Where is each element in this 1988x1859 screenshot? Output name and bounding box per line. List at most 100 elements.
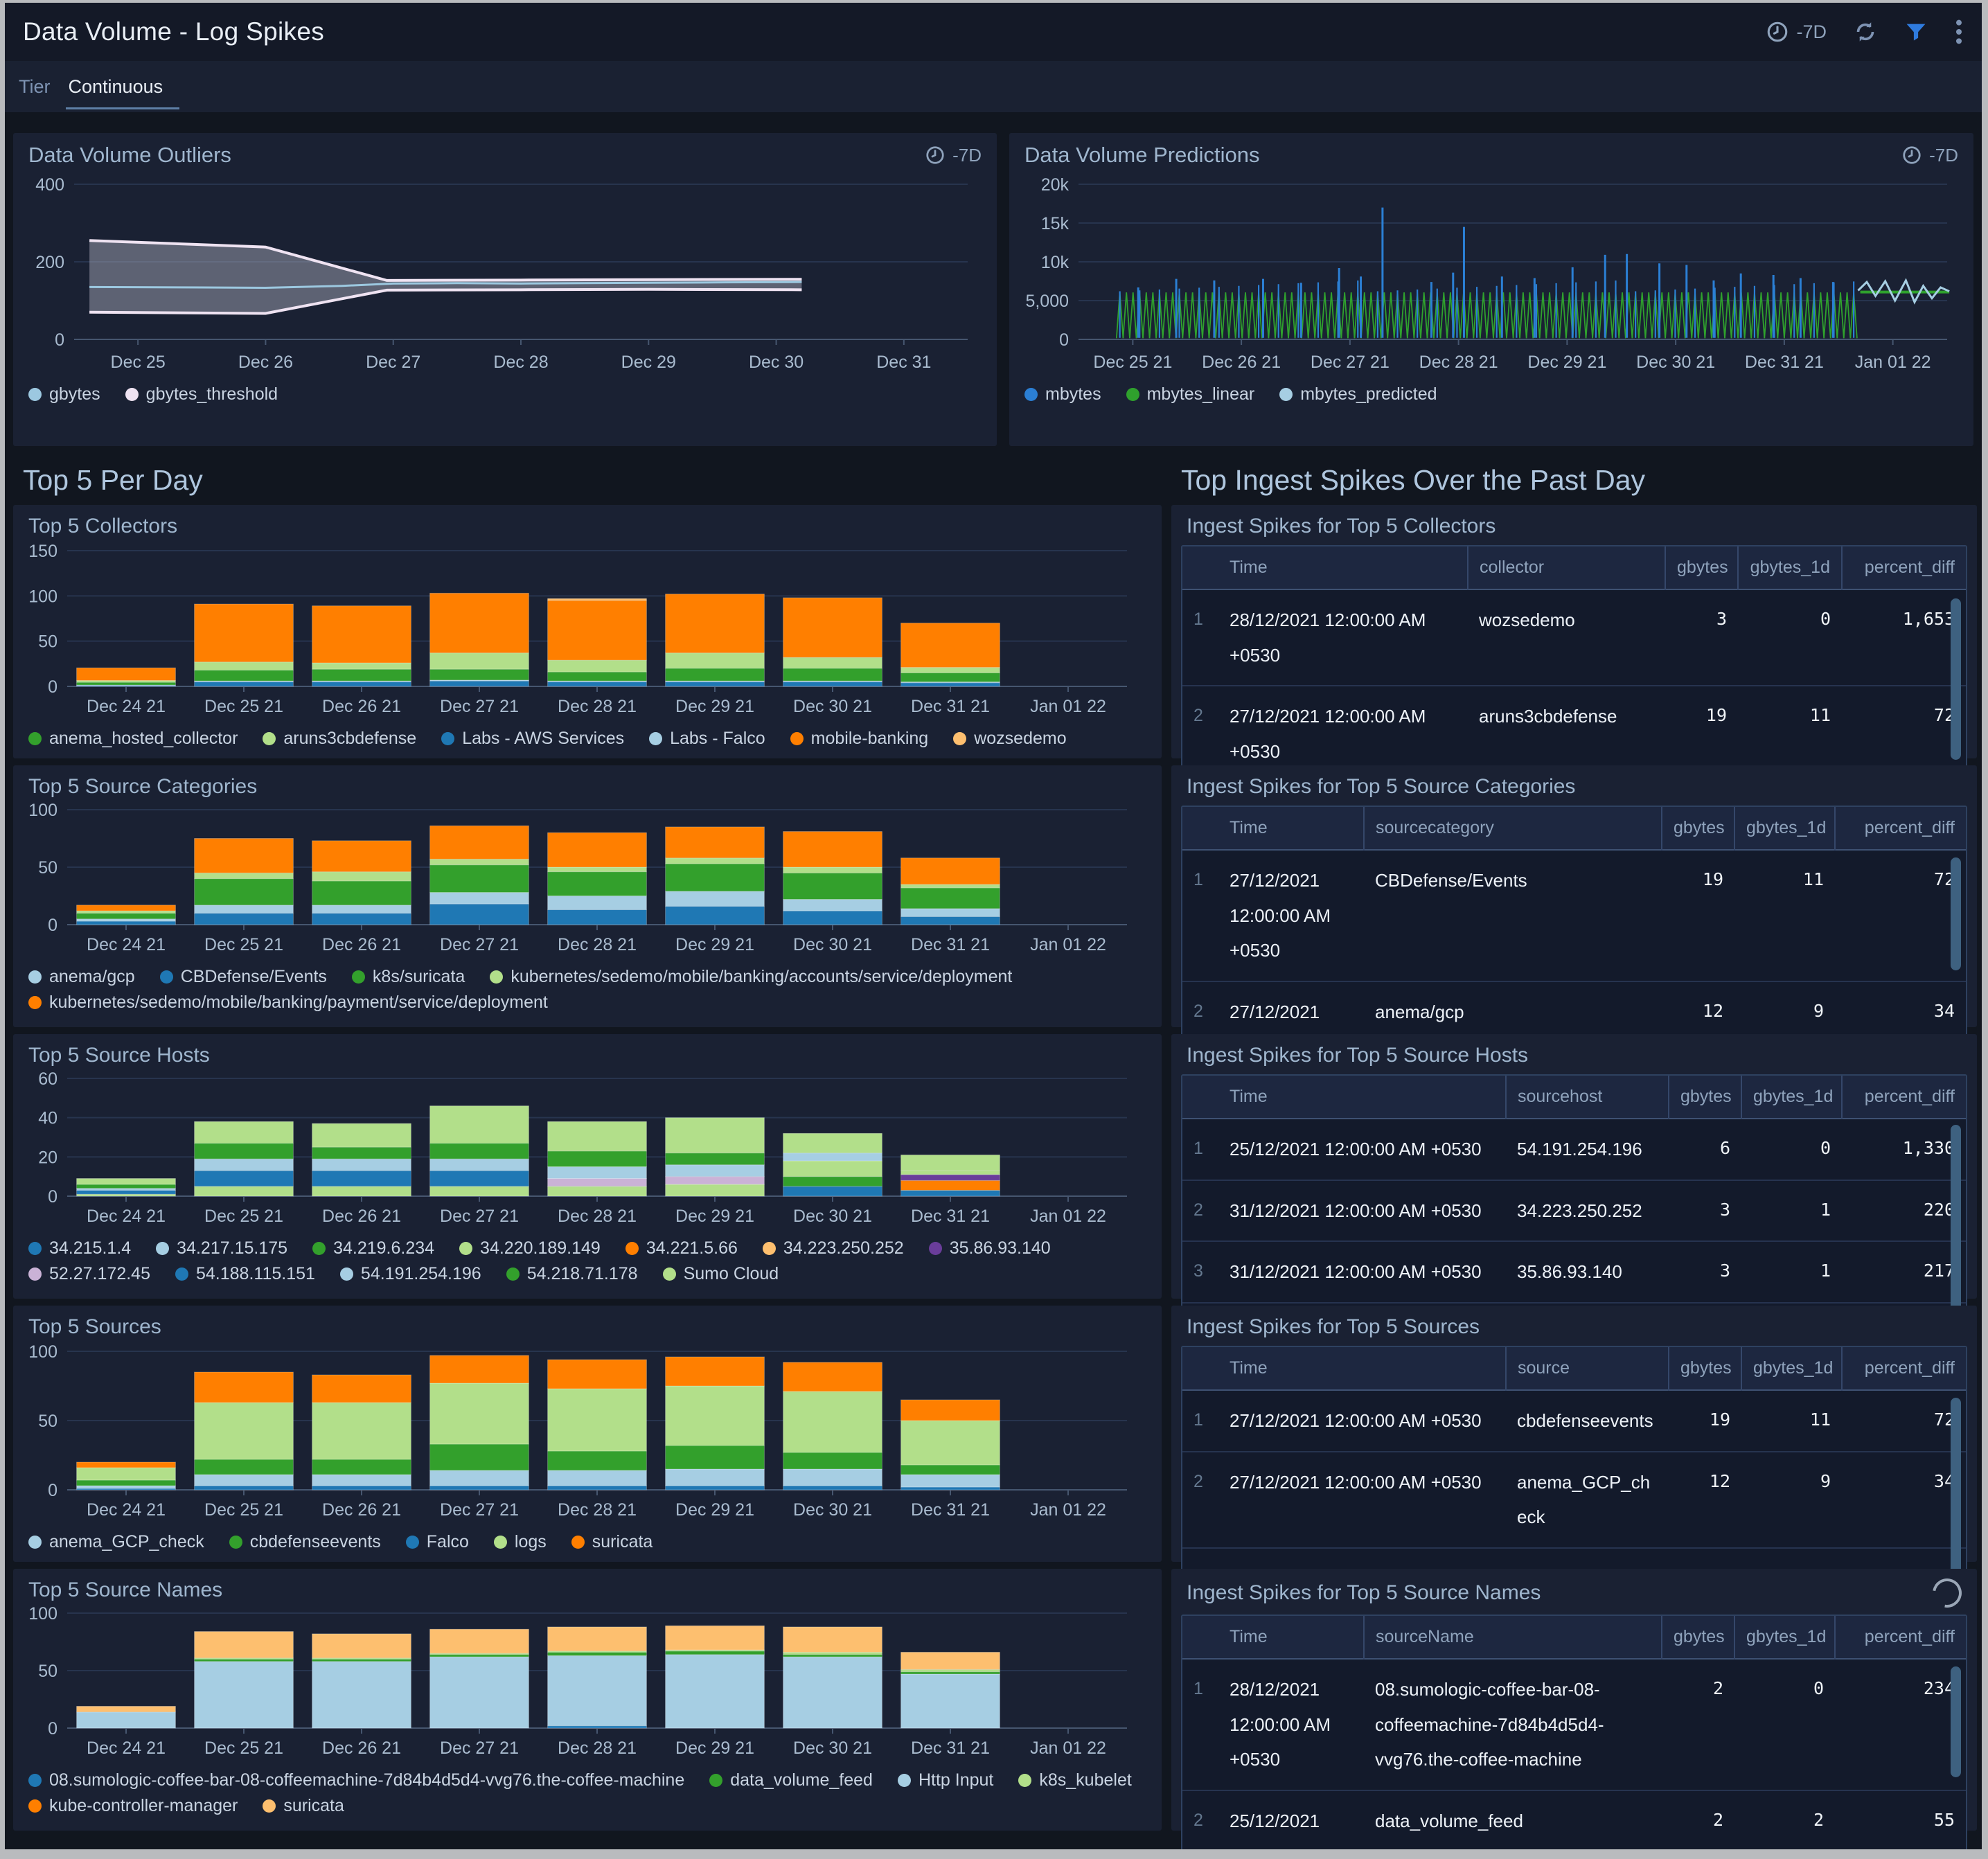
legend-item[interactable]: kubernetes/sedemo/mobile/banking/account…	[490, 967, 1012, 987]
legend-item[interactable]: gbytes_threshold	[125, 384, 278, 404]
bar-segment[interactable]	[76, 920, 176, 925]
bar-segment[interactable]	[194, 681, 294, 687]
column-header-sourceName[interactable]: sourceName	[1363, 1616, 1662, 1659]
column-header-percent_diff[interactable]: percent_diff	[1841, 1347, 1966, 1390]
bar-segment[interactable]	[429, 1186, 529, 1197]
legend-item[interactable]: data_volume_feed	[709, 1770, 873, 1790]
bar-segment[interactable]	[665, 891, 765, 907]
bar-segment[interactable]	[900, 857, 1000, 885]
bar-segment[interactable]	[900, 1420, 1000, 1466]
legend-item[interactable]: 54.188.115.151	[175, 1264, 315, 1284]
column-header-gbytes[interactable]: gbytes	[1661, 1616, 1734, 1659]
bar-segment[interactable]	[783, 1391, 882, 1453]
bar-segment[interactable]	[900, 667, 1000, 673]
panel-time-range[interactable]: -7D	[925, 145, 982, 166]
bar-segment[interactable]	[312, 1170, 411, 1187]
legend-item[interactable]: 54.191.254.196	[339, 1264, 481, 1284]
bar-segment[interactable]	[900, 1399, 1000, 1421]
bar-segment[interactable]	[665, 857, 765, 864]
legend-item[interactable]: mobile-banking	[790, 729, 928, 749]
bar-segment[interactable]	[783, 1656, 882, 1729]
bar-segment[interactable]	[547, 1450, 647, 1471]
bar-segment[interactable]	[312, 1146, 411, 1159]
bar-segment[interactable]	[665, 652, 765, 669]
bar-segment[interactable]	[900, 1671, 1000, 1675]
column-header-gbytes_1d[interactable]: gbytes_1d	[1741, 1347, 1842, 1390]
legend-item[interactable]: kube-controller-manager	[28, 1796, 238, 1816]
bar-segment[interactable]	[194, 661, 294, 670]
bar-segment[interactable]	[312, 1661, 411, 1729]
bar-segment[interactable]	[76, 1190, 176, 1195]
column-header-Time[interactable]: Time	[1230, 1627, 1268, 1646]
bar-segment[interactable]	[783, 1186, 882, 1197]
bar-segment[interactable]	[665, 863, 765, 892]
bar-segment[interactable]	[547, 1470, 647, 1486]
bar-segment[interactable]	[547, 1626, 647, 1652]
bar-segment[interactable]	[194, 1459, 294, 1475]
legend-item[interactable]: 35.86.93.140	[928, 1238, 1051, 1258]
bar-segment[interactable]	[900, 1464, 1000, 1475]
table-row[interactable]: 1 27/12/2021 12:00:00 AM +0530 cbdefenseev…	[1182, 1390, 1966, 1452]
legend-item[interactable]: 52.27.172.45	[28, 1264, 150, 1284]
refresh-button[interactable]	[1853, 19, 1878, 44]
bar-segment[interactable]	[900, 1174, 1000, 1181]
bar-segment[interactable]	[665, 905, 765, 925]
bar-segment[interactable]	[665, 668, 765, 682]
scrollbar-thumb[interactable]	[1951, 857, 1961, 971]
bar-segment[interactable]	[900, 1170, 1000, 1175]
legend-item[interactable]: Labs - AWS Services	[441, 729, 624, 749]
column-header-percent_diff[interactable]: percent_diff	[1841, 546, 1966, 589]
legend-item[interactable]: 34.223.250.252	[762, 1238, 904, 1258]
bar-segment[interactable]	[429, 680, 529, 687]
bar-segment[interactable]	[665, 1485, 765, 1491]
column-header-gbytes[interactable]: gbytes	[1668, 1347, 1741, 1390]
bar-segment[interactable]	[783, 681, 882, 687]
bar-segment[interactable]	[194, 603, 294, 663]
scrollbar-thumb[interactable]	[1951, 1666, 1961, 1777]
bar-segment[interactable]	[783, 831, 882, 868]
bar-segment[interactable]	[312, 1123, 411, 1148]
bar-segment[interactable]	[312, 871, 411, 882]
bar-segment[interactable]	[76, 1178, 176, 1185]
bar-segment[interactable]	[900, 682, 1000, 687]
bar-segment[interactable]	[194, 1402, 294, 1460]
bar-segment[interactable]	[429, 864, 529, 893]
bar-segment[interactable]	[547, 659, 647, 673]
bar-segment[interactable]	[194, 1658, 294, 1662]
bar-segment[interactable]	[783, 898, 882, 911]
panel-time-range[interactable]: -7D	[1901, 145, 1958, 166]
column-header-sourcecategory[interactable]: sourcecategory	[1363, 807, 1662, 850]
bar-segment[interactable]	[429, 652, 529, 670]
bar-segment[interactable]	[312, 605, 411, 664]
legend-item[interactable]: Sumo Cloud	[662, 1264, 779, 1284]
bar-segment[interactable]	[312, 1158, 411, 1171]
legend-item[interactable]: mbytes_linear	[1126, 384, 1254, 404]
bar-segment[interactable]	[312, 912, 411, 925]
legend-item[interactable]: k8s_kubelet	[1018, 1770, 1132, 1790]
bar-segment[interactable]	[194, 872, 294, 880]
bar-segment[interactable]	[783, 1626, 882, 1653]
bar-segment[interactable]	[783, 657, 882, 669]
bar-segment[interactable]	[665, 1164, 765, 1177]
bar-segment[interactable]	[194, 1371, 294, 1403]
bar-segment[interactable]	[547, 866, 647, 873]
bar-segment[interactable]	[76, 1711, 176, 1729]
legend-item[interactable]: anema/gcp	[28, 967, 135, 987]
bar-segment[interactable]	[547, 896, 647, 910]
bar-segment[interactable]	[312, 880, 411, 906]
bar-segment[interactable]	[783, 1452, 882, 1470]
bar-segment[interactable]	[194, 1121, 294, 1144]
legend-item[interactable]: suricata	[263, 1796, 344, 1816]
legend-item[interactable]: 34.221.5.66	[625, 1238, 738, 1258]
legend-item[interactable]: cbdefenseevents	[229, 1532, 381, 1552]
bar-segment[interactable]	[900, 1486, 1000, 1491]
bar-segment[interactable]	[194, 905, 294, 914]
bar-segment[interactable]	[665, 1651, 765, 1655]
bar-segment[interactable]	[312, 662, 411, 670]
bar-segment[interactable]	[429, 1105, 529, 1144]
bar-segment[interactable]	[429, 1470, 529, 1486]
bar-segment[interactable]	[665, 826, 765, 859]
column-header-sourcehost[interactable]: sourcehost	[1505, 1076, 1669, 1119]
column-header-gbytes[interactable]: gbytes	[1665, 546, 1738, 589]
bar-segment[interactable]	[312, 1459, 411, 1475]
